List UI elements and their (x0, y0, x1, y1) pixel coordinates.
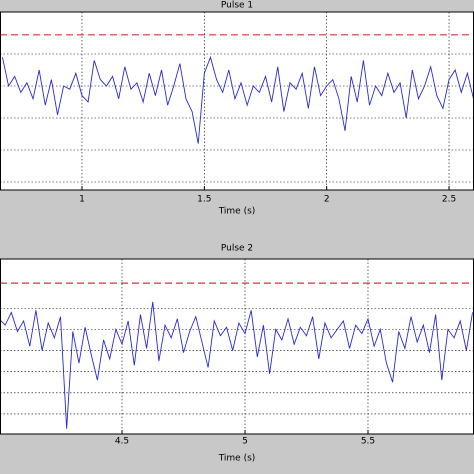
data-line (0, 301, 473, 429)
x-tick-label: 2 (324, 195, 330, 205)
x-axis-label: Time (s) (218, 454, 256, 464)
x-tick-label: 1 (79, 195, 85, 205)
x-tick-label: 4.5 (115, 437, 129, 447)
chart-title: Pulse 2 (221, 244, 253, 254)
x-tick-label: 5.5 (361, 437, 375, 447)
x-tick-label: 1.5 (197, 195, 211, 205)
x-tick-label: 2.5 (442, 195, 456, 205)
data-line (2, 55, 474, 144)
chart-title: Pulse 1 (221, 1, 253, 11)
axes-background (0, 259, 474, 434)
axes-background (0, 12, 474, 190)
x-axis-label: Time (s) (218, 207, 256, 217)
x-tick-label: 5 (242, 437, 248, 447)
